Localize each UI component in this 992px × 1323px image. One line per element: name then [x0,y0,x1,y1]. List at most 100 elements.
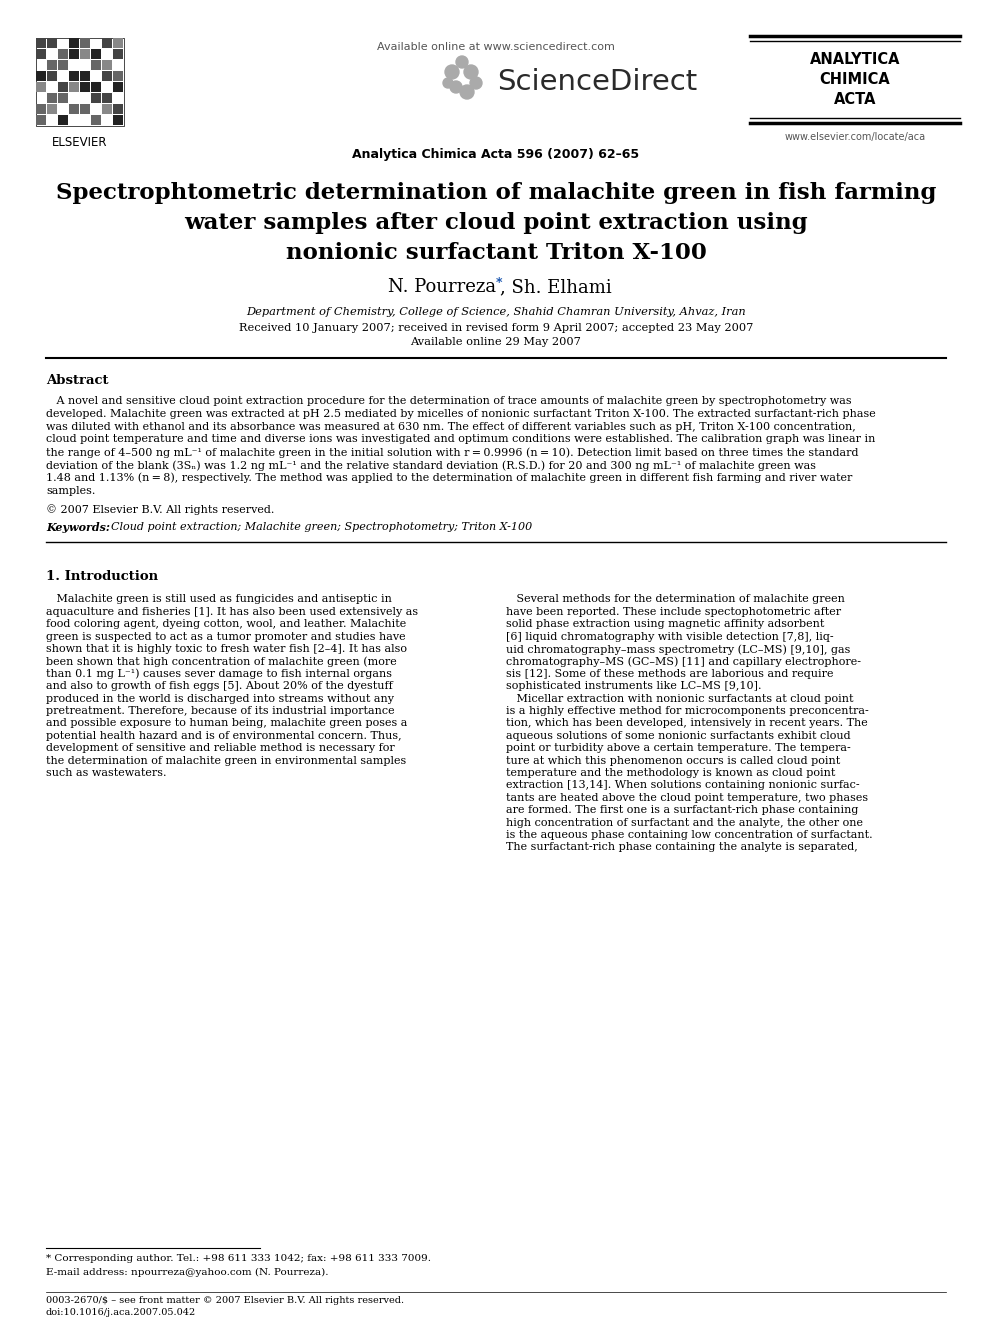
Bar [36,71,46,81]
Text: produced in the world is discharged into streams without any: produced in the world is discharged into… [46,693,394,704]
Bar [47,93,57,103]
Text: Keywords:: Keywords: [46,523,110,533]
Text: food coloring agent, dyeing cotton, wool, and leather. Malachite: food coloring agent, dyeing cotton, wool… [46,619,407,630]
Bar [69,82,79,93]
Bar [102,93,112,103]
Text: is the aqueous phase containing low concentration of surfactant.: is the aqueous phase containing low conc… [506,830,873,840]
Text: Received 10 January 2007; received in revised form 9 April 2007; accepted 23 May: Received 10 January 2007; received in re… [239,323,753,333]
Bar [47,60,57,70]
Text: E-mail address: npourreza@yahoo.com (N. Pourreza).: E-mail address: npourreza@yahoo.com (N. … [46,1267,328,1277]
Text: * Corresponding author. Tel.: +98 611 333 1042; fax: +98 611 333 7009.: * Corresponding author. Tel.: +98 611 33… [46,1254,431,1263]
Text: temperature and the methodology is known as cloud point: temperature and the methodology is known… [506,767,835,778]
Bar [58,93,68,103]
Text: doi:10.1016/j.aca.2007.05.042: doi:10.1016/j.aca.2007.05.042 [46,1308,196,1316]
Text: such as wastewaters.: such as wastewaters. [46,767,167,778]
Circle shape [445,65,459,79]
Bar [47,38,57,48]
Circle shape [450,81,462,93]
Text: solid phase extraction using magnetic affinity adsorbent: solid phase extraction using magnetic af… [506,619,824,630]
Text: 1. Introduction: 1. Introduction [46,570,158,583]
Text: Several methods for the determination of malachite green: Several methods for the determination of… [506,594,845,605]
Text: pretreatment. Therefore, because of its industrial importance: pretreatment. Therefore, because of its … [46,706,395,716]
Bar [69,38,79,48]
Bar [102,38,112,48]
Text: than 0.1 mg L⁻¹) causes sever damage to fish internal organs: than 0.1 mg L⁻¹) causes sever damage to … [46,669,392,680]
Circle shape [464,65,478,79]
Text: ELSEVIER: ELSEVIER [53,136,108,149]
Bar [80,82,90,93]
Bar [91,82,101,93]
Text: and also to growth of fish eggs [5]. About 20% of the dyestuff: and also to growth of fish eggs [5]. Abo… [46,681,393,691]
Text: sis [12]. Some of these methods are laborious and require: sis [12]. Some of these methods are labo… [506,669,833,679]
Bar [36,49,46,60]
Text: the determination of malachite green in environmental samples: the determination of malachite green in … [46,755,407,766]
Text: uid chromatography–mass spectrometry (LC–MS) [9,10], gas: uid chromatography–mass spectrometry (LC… [506,644,850,655]
Text: , Sh. Elhami: , Sh. Elhami [500,278,612,296]
Text: and possible exposure to human being, malachite green poses a: and possible exposure to human being, ma… [46,718,408,729]
Text: developed. Malachite green was extracted at pH 2.5 mediated by micelles of nonio: developed. Malachite green was extracted… [46,409,876,419]
Text: point or turbidity above a certain temperature. The tempera-: point or turbidity above a certain tempe… [506,744,851,753]
Text: been shown that high concentration of malachite green (more: been shown that high concentration of ma… [46,656,397,667]
Text: Micellar extraction with nonionic surfactants at cloud point: Micellar extraction with nonionic surfac… [506,693,853,704]
Text: high concentration of surfactant and the analyte, the other one: high concentration of surfactant and the… [506,818,863,828]
Bar [102,60,112,70]
Text: aqueous solutions of some nonionic surfactants exhibit cloud: aqueous solutions of some nonionic surfa… [506,730,850,741]
Circle shape [456,56,468,67]
Text: Malachite green is still used as fungicides and antiseptic in: Malachite green is still used as fungici… [46,594,392,605]
Bar [69,71,79,81]
Bar [69,49,79,60]
Circle shape [443,78,453,89]
Text: chromatography–MS (GC–MS) [11] and capillary electrophore-: chromatography–MS (GC–MS) [11] and capil… [506,656,861,667]
Bar [36,105,46,114]
Bar [91,60,101,70]
Text: is a highly effective method for microcomponents preconcentra-: is a highly effective method for microco… [506,706,869,716]
Text: samples.: samples. [46,486,95,496]
Bar [47,71,57,81]
Text: was diluted with ethanol and its absorbance was measured at 630 nm. The effect o: was diluted with ethanol and its absorba… [46,422,856,431]
Text: Abstract: Abstract [46,374,108,388]
Bar [47,105,57,114]
Bar [58,49,68,60]
Text: N. Pourreza: N. Pourreza [388,278,496,296]
Text: Spectrophtometric determination of malachite green in fish farming: Spectrophtometric determination of malac… [56,183,936,204]
Text: aquaculture and fisheries [1]. It has also been used extensively as: aquaculture and fisheries [1]. It has al… [46,607,418,617]
Bar [91,49,101,60]
Bar [113,49,123,60]
Text: sophisticated instruments like LC–MS [9,10].: sophisticated instruments like LC–MS [9,… [506,681,762,691]
Bar [102,71,112,81]
Text: tion, which has been developed, intensively in recent years. The: tion, which has been developed, intensiv… [506,718,868,729]
Bar [80,49,90,60]
Text: extraction [13,14]. When solutions containing nonionic surfac-: extraction [13,14]. When solutions conta… [506,781,860,790]
Bar [80,71,90,81]
Text: [6] liquid chromatography with visible detection [7,8], liq-: [6] liquid chromatography with visible d… [506,631,833,642]
Text: © 2007 Elsevier B.V. All rights reserved.: © 2007 Elsevier B.V. All rights reserved… [46,504,275,515]
Text: Available online 29 May 2007: Available online 29 May 2007 [411,337,581,347]
Text: ture at which this phenomenon occurs is called cloud point: ture at which this phenomenon occurs is … [506,755,840,766]
Bar [80,105,90,114]
Bar [36,82,46,93]
Text: www.elsevier.com/locate/aca: www.elsevier.com/locate/aca [785,132,926,142]
Bar [91,115,101,124]
Text: the range of 4–500 ng mL⁻¹ of malachite green in the initial solution with r = 0: the range of 4–500 ng mL⁻¹ of malachite … [46,447,858,458]
Circle shape [470,77,482,89]
Bar [58,115,68,124]
Text: are formed. The first one is a surfactant-rich phase containing: are formed. The first one is a surfactan… [506,806,858,815]
Bar [69,105,79,114]
Bar [36,38,46,48]
Text: potential health hazard and is of environmental concern. Thus,: potential health hazard and is of enviro… [46,730,402,741]
Text: Analytica Chimica Acta 596 (2007) 62–65: Analytica Chimica Acta 596 (2007) 62–65 [352,148,640,161]
Text: shown that it is highly toxic to fresh water fish [2–4]. It has also: shown that it is highly toxic to fresh w… [46,644,407,654]
Text: 0003-2670/$ – see front matter © 2007 Elsevier B.V. All rights reserved.: 0003-2670/$ – see front matter © 2007 El… [46,1297,404,1304]
Bar [113,105,123,114]
Text: ANALYTICA: ANALYTICA [809,52,901,67]
Text: nonionic surfactant Triton X-100: nonionic surfactant Triton X-100 [286,242,706,265]
Text: ScienceDirect: ScienceDirect [497,67,697,97]
Text: Available online at www.sciencedirect.com: Available online at www.sciencedirect.co… [377,42,615,52]
Text: ACTA: ACTA [833,93,876,107]
Bar [80,38,90,48]
Text: *: * [496,277,503,288]
Text: green is suspected to act as a tumor promoter and studies have: green is suspected to act as a tumor pro… [46,631,406,642]
Text: have been reported. These include spectophotometric after: have been reported. These include specto… [506,607,841,617]
Bar [36,38,124,126]
Bar [113,38,123,48]
